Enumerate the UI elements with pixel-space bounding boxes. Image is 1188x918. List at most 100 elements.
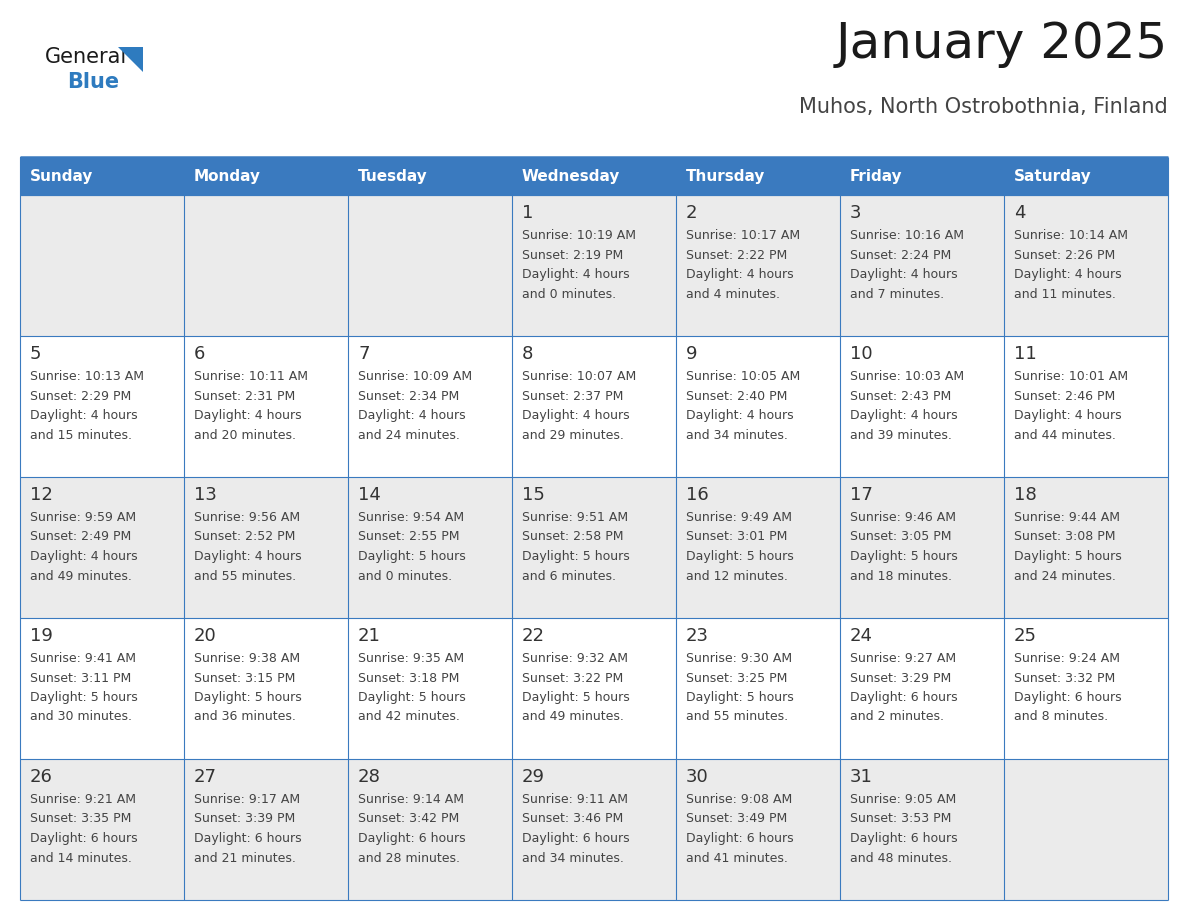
Text: Sunset: 2:55 PM: Sunset: 2:55 PM xyxy=(358,531,460,543)
Text: Sunrise: 9:59 AM: Sunrise: 9:59 AM xyxy=(30,511,137,524)
Text: Sunset: 2:46 PM: Sunset: 2:46 PM xyxy=(1015,389,1116,402)
Bar xyxy=(20,759,184,900)
Text: Daylight: 6 hours: Daylight: 6 hours xyxy=(849,691,958,704)
Text: Sunrise: 10:16 AM: Sunrise: 10:16 AM xyxy=(849,229,963,242)
Text: 14: 14 xyxy=(358,486,381,504)
Bar xyxy=(348,195,512,336)
Bar xyxy=(20,336,184,477)
Text: Sunset: 3:32 PM: Sunset: 3:32 PM xyxy=(1015,671,1116,685)
Text: Sunset: 3:01 PM: Sunset: 3:01 PM xyxy=(685,531,788,543)
Text: Daylight: 4 hours: Daylight: 4 hours xyxy=(849,409,958,422)
Text: and 55 minutes.: and 55 minutes. xyxy=(685,711,788,723)
Bar xyxy=(1004,157,1168,195)
Text: 28: 28 xyxy=(358,768,381,786)
Text: and 41 minutes.: and 41 minutes. xyxy=(685,852,788,865)
Text: Sunrise: 9:46 AM: Sunrise: 9:46 AM xyxy=(849,511,956,524)
Bar xyxy=(676,336,840,477)
Text: 3: 3 xyxy=(849,204,861,222)
Bar xyxy=(184,477,348,618)
Text: Sunrise: 10:05 AM: Sunrise: 10:05 AM xyxy=(685,370,801,383)
Text: Daylight: 4 hours: Daylight: 4 hours xyxy=(1015,268,1121,281)
Polygon shape xyxy=(119,47,144,72)
Text: Daylight: 5 hours: Daylight: 5 hours xyxy=(685,550,794,563)
Text: General: General xyxy=(45,47,127,67)
Bar xyxy=(1004,477,1168,618)
Text: Daylight: 6 hours: Daylight: 6 hours xyxy=(194,832,302,845)
Text: Daylight: 4 hours: Daylight: 4 hours xyxy=(30,550,138,563)
Text: 23: 23 xyxy=(685,627,709,645)
Bar xyxy=(676,157,840,195)
Text: Sunrise: 9:41 AM: Sunrise: 9:41 AM xyxy=(30,652,135,665)
Text: Sunset: 3:08 PM: Sunset: 3:08 PM xyxy=(1015,531,1116,543)
Text: and 21 minutes.: and 21 minutes. xyxy=(194,852,296,865)
Bar xyxy=(348,759,512,900)
Text: and 34 minutes.: and 34 minutes. xyxy=(522,852,624,865)
Text: Wednesday: Wednesday xyxy=(522,169,620,184)
Bar xyxy=(512,759,676,900)
Text: Sunrise: 9:21 AM: Sunrise: 9:21 AM xyxy=(30,793,135,806)
Text: and 18 minutes.: and 18 minutes. xyxy=(849,569,952,583)
Text: 21: 21 xyxy=(358,627,381,645)
Text: Daylight: 5 hours: Daylight: 5 hours xyxy=(849,550,958,563)
Text: and 30 minutes.: and 30 minutes. xyxy=(30,711,132,723)
Text: 5: 5 xyxy=(30,345,42,363)
Text: 17: 17 xyxy=(849,486,873,504)
Text: Sunrise: 10:01 AM: Sunrise: 10:01 AM xyxy=(1015,370,1129,383)
Text: Sunset: 2:49 PM: Sunset: 2:49 PM xyxy=(30,531,131,543)
Text: Sunrise: 9:44 AM: Sunrise: 9:44 AM xyxy=(1015,511,1120,524)
Text: Sunset: 3:11 PM: Sunset: 3:11 PM xyxy=(30,671,131,685)
Text: Blue: Blue xyxy=(67,72,119,92)
Text: 10: 10 xyxy=(849,345,873,363)
Text: and 11 minutes.: and 11 minutes. xyxy=(1015,287,1116,300)
Bar xyxy=(348,157,512,195)
Text: Sunrise: 10:14 AM: Sunrise: 10:14 AM xyxy=(1015,229,1127,242)
Text: Daylight: 4 hours: Daylight: 4 hours xyxy=(30,409,138,422)
Text: Daylight: 4 hours: Daylight: 4 hours xyxy=(194,550,302,563)
Text: and 36 minutes.: and 36 minutes. xyxy=(194,711,296,723)
Text: Daylight: 6 hours: Daylight: 6 hours xyxy=(522,832,630,845)
Text: and 42 minutes.: and 42 minutes. xyxy=(358,711,460,723)
Text: Sunset: 2:43 PM: Sunset: 2:43 PM xyxy=(849,389,952,402)
Text: Daylight: 4 hours: Daylight: 4 hours xyxy=(522,409,630,422)
Text: Sunrise: 9:54 AM: Sunrise: 9:54 AM xyxy=(358,511,465,524)
Text: Sunrise: 9:32 AM: Sunrise: 9:32 AM xyxy=(522,652,628,665)
Text: and 4 minutes.: and 4 minutes. xyxy=(685,287,781,300)
Text: Sunrise: 9:30 AM: Sunrise: 9:30 AM xyxy=(685,652,792,665)
Text: 11: 11 xyxy=(1015,345,1037,363)
Bar xyxy=(184,618,348,759)
Bar xyxy=(348,477,512,618)
Bar xyxy=(840,759,1004,900)
Text: Sunrise: 9:05 AM: Sunrise: 9:05 AM xyxy=(849,793,956,806)
Text: and 6 minutes.: and 6 minutes. xyxy=(522,569,617,583)
Bar xyxy=(20,157,184,195)
Text: Daylight: 6 hours: Daylight: 6 hours xyxy=(849,832,958,845)
Text: Daylight: 4 hours: Daylight: 4 hours xyxy=(358,409,466,422)
Text: Sunrise: 10:13 AM: Sunrise: 10:13 AM xyxy=(30,370,144,383)
Bar xyxy=(348,618,512,759)
Bar xyxy=(676,477,840,618)
Text: and 24 minutes.: and 24 minutes. xyxy=(1015,569,1116,583)
Text: Sunrise: 9:56 AM: Sunrise: 9:56 AM xyxy=(194,511,301,524)
Text: Sunset: 2:52 PM: Sunset: 2:52 PM xyxy=(194,531,296,543)
Bar xyxy=(1004,336,1168,477)
Text: Sunset: 2:22 PM: Sunset: 2:22 PM xyxy=(685,249,788,262)
Text: Sunrise: 9:08 AM: Sunrise: 9:08 AM xyxy=(685,793,792,806)
Text: Sunset: 3:15 PM: Sunset: 3:15 PM xyxy=(194,671,296,685)
Text: Sunset: 3:42 PM: Sunset: 3:42 PM xyxy=(358,812,460,825)
Text: 29: 29 xyxy=(522,768,545,786)
Text: and 24 minutes.: and 24 minutes. xyxy=(358,429,460,442)
Bar xyxy=(840,618,1004,759)
Text: and 49 minutes.: and 49 minutes. xyxy=(522,711,624,723)
Text: Sunrise: 9:38 AM: Sunrise: 9:38 AM xyxy=(194,652,301,665)
Bar xyxy=(1004,759,1168,900)
Bar xyxy=(184,336,348,477)
Text: and 29 minutes.: and 29 minutes. xyxy=(522,429,624,442)
Text: Sunset: 3:39 PM: Sunset: 3:39 PM xyxy=(194,812,296,825)
Text: Sunset: 3:53 PM: Sunset: 3:53 PM xyxy=(849,812,952,825)
Text: 30: 30 xyxy=(685,768,709,786)
Text: Sunset: 2:40 PM: Sunset: 2:40 PM xyxy=(685,389,788,402)
Text: 25: 25 xyxy=(1015,627,1037,645)
Text: and 34 minutes.: and 34 minutes. xyxy=(685,429,788,442)
Text: Tuesday: Tuesday xyxy=(358,169,428,184)
Text: 1: 1 xyxy=(522,204,533,222)
